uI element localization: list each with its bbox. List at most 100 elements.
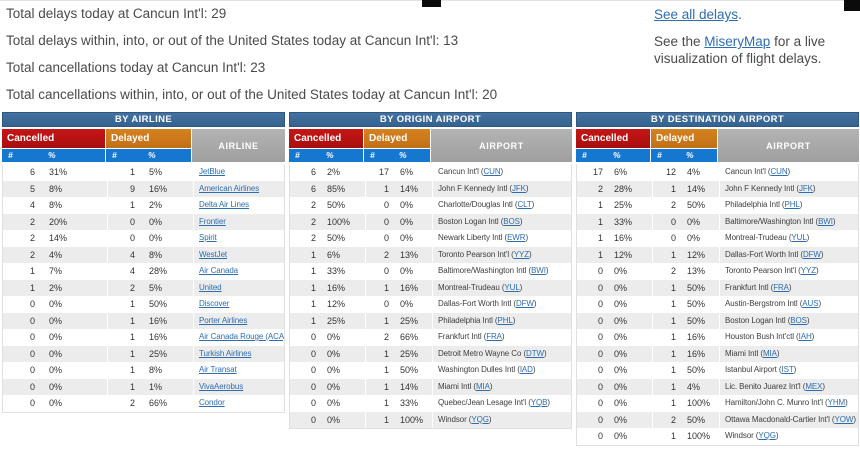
delayed-count-cell: 0 [652,230,678,247]
airport-name: Frankfurt Intl [725,282,769,292]
cancelled-percent-sort-header[interactable]: % [36,149,106,162]
airline-link[interactable]: Porter Airlines [199,315,248,325]
airport-cell: Charlotte/Douglas Intl (CLT) [432,197,571,214]
airline-link[interactable]: Air Canada Rouge (ACA) [199,332,284,341]
delayed-count-cell: 1 [365,345,391,362]
cancelled-count-cell: 0 [597,282,603,293]
airline-link[interactable]: Delta Air Lines [199,200,250,209]
delayed-percent-cell: 4% [687,167,701,177]
airline-link[interactable]: JetBlue [199,167,225,176]
airport-code-link[interactable]: MIA [762,348,777,358]
airport-code-link[interactable]: PHL [497,315,513,325]
airport-code-link[interactable]: IAH [798,332,812,341]
see-all-delays-link[interactable]: See all delays [654,7,739,22]
delayed-count-cell: 1 [652,428,678,445]
delayed-count-sort-header[interactable]: # [651,149,677,162]
airport-code-link[interactable]: JFK [511,183,526,193]
cancelled-count-sort-header[interactable]: # [2,149,36,162]
airport-code-link[interactable]: YQG [758,431,776,440]
cancelled-group-header: Cancelled [289,129,364,148]
airport-code-link[interactable]: BOS [503,216,520,226]
airport-code-link[interactable]: BOS [790,315,807,325]
airport-code-link[interactable]: MIA [475,381,490,391]
delayed-count-cell: 2 [365,246,391,263]
airport-code-link[interactable]: JFK [798,183,813,193]
cancelled-count-sort-header[interactable]: # [576,149,604,162]
cancelled-percent-cell: 0% [49,332,63,342]
us-cancellations-line: Total cancellations within, into, or out… [6,87,498,102]
airport-code-link[interactable]: DFW [802,249,821,259]
airport-code-link[interactable]: CLT [517,200,532,209]
airline-link[interactable]: Condor [199,398,225,407]
airport-name: Dallas-Fort Worth Intl [725,249,799,259]
airport-code-link[interactable]: FRA [486,332,502,341]
airport-code-link[interactable]: IAD [519,365,533,374]
delayed-count-sort-header[interactable]: # [106,149,136,162]
code-paren-close: ) [545,266,549,275]
delay-summary: Total delays today at Cancun Int'l: 29 T… [6,6,626,114]
delayed-count-sort-header[interactable]: # [364,149,390,162]
airport-code-link[interactable]: YUL [791,233,807,242]
cancelled-count-cell: 0 [29,332,35,342]
airline-link[interactable]: Air Canada [199,266,239,275]
delayed-percent-sort-header[interactable]: % [390,149,431,162]
airport-name: Toronto Pearson Int'l [725,266,797,275]
airport-cell: Lic. Benito Juarez Int'l (MEX) [719,378,858,395]
airline-link[interactable]: Air Transat [199,365,237,374]
delayed-percent-sort-header[interactable]: % [136,149,192,162]
airport-code-link[interactable]: FRA [773,282,789,292]
cancelled-count-cell: 1 [310,299,316,309]
cancelled-count-cell: 0 [29,348,35,359]
miserymap-link[interactable]: MiseryMap [704,34,771,49]
code-paren-close: ) [787,167,791,176]
airline-link[interactable]: Spirit [199,233,217,242]
airline-link[interactable]: Discover [199,299,230,308]
code-paren-open: ( [528,398,531,407]
code-paren-close: ) [488,414,492,424]
delayed-percent-cell: 12% [687,249,706,260]
airport-code-link[interactable]: BWI [531,266,546,275]
airport-code-link[interactable]: BWI [818,216,833,226]
airline-link[interactable]: VivaAerobus [199,381,244,391]
delayed-percent-sort-header[interactable]: % [677,149,718,162]
airport-cell: Dallas-Fort Worth Intl (DFW) [432,296,571,313]
cancelled-count-cell: 2 [310,233,316,243]
airport-code-link[interactable]: YHM [827,398,846,407]
cancelled-percent-sort-header[interactable]: % [317,149,364,162]
airport-code-link[interactable]: EWR [507,233,526,242]
airline-link[interactable]: Frontier [199,216,226,226]
cancelled-percent-cell: 16% [327,282,346,293]
airport-code-link[interactable]: MEX [805,381,823,391]
airport-code-link[interactable]: YOW [834,414,854,424]
airport-code-link[interactable]: YYZ [513,249,529,259]
airport-code-link[interactable]: CUN [770,167,788,176]
airline-link[interactable]: United [199,282,222,292]
airport-code-link[interactable]: CUN [483,167,501,176]
airport-code-link[interactable]: YUL [504,282,520,292]
airline-link[interactable]: WestJet [199,249,228,259]
code-paren-close: ) [501,332,505,341]
table-row: 0 0% 1 4% Lic. Benito Juarez Int'l (MEX) [577,378,858,395]
airport-code-link[interactable]: DTW [526,348,544,358]
cancelled-count-sort-header[interactable]: # [289,149,317,162]
cancelled-percent-cell: 0% [49,348,63,359]
cancelled-count-cell: 0 [29,398,35,408]
delayed-count-cell: 4 [107,263,137,280]
airport-code-link[interactable]: YQB [530,398,548,407]
cancelled-percent-sort-header[interactable]: % [604,149,651,162]
airline-cell: WestJet [193,246,284,263]
airline-link[interactable]: Turkish Airlines [199,348,252,358]
airline-cell: Air Transat [193,362,284,379]
airport-code-link[interactable]: YYZ [800,266,816,275]
airport-code-link[interactable]: YQG [471,414,489,424]
airport-cell: Cancun Int'l (CUN) [719,164,858,181]
airport-code-link[interactable]: IST [781,365,794,374]
airline-link[interactable]: American Airlines [199,183,260,193]
cancelled-count-cell: 2 [310,216,316,227]
airport-code-link[interactable]: AUS [802,299,819,308]
airport-name: Newark Liberty Intl [438,233,503,242]
airport-code-link[interactable]: PHL [784,200,800,209]
airport-code-link[interactable]: DFW [515,299,534,308]
airport-cell: Austin-Bergstrom Intl (AUS) [719,296,858,313]
delayed-count-cell: 9 [107,180,137,197]
